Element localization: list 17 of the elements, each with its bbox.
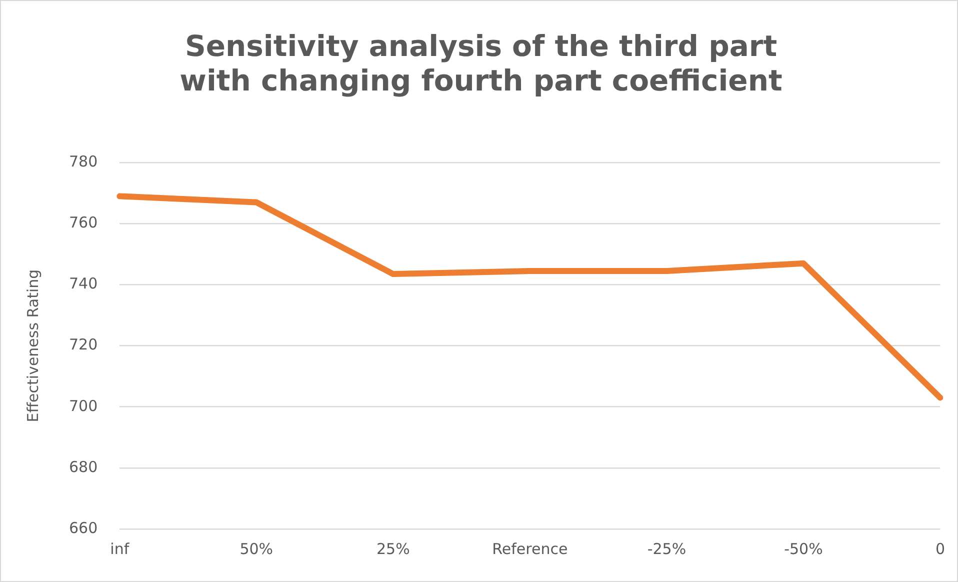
x-tick-label: 0 (935, 540, 945, 558)
y-tick-label: 660 (68, 518, 98, 537)
text: with changing fourth part coefficient (180, 64, 782, 98)
x-tick-label: -25% (647, 540, 686, 558)
y-tick-label: 720 (68, 336, 98, 354)
x-tick-label: inf (110, 540, 130, 558)
text: Sensitivity analysis of the third part (184, 28, 778, 63)
y-tick-label: 700 (68, 396, 98, 415)
x-tick-label: Reference (492, 540, 568, 558)
x-tick-label: -50% (784, 540, 823, 558)
y-axis-title: Effectiveness Rating (24, 269, 42, 422)
y-tick-label: 780 (68, 152, 98, 170)
y-tick-label: 760 (68, 214, 98, 232)
x-tick-label: 50% (240, 540, 274, 558)
y-tick-label: 680 (68, 458, 98, 476)
y-tick-label: 740 (68, 274, 98, 293)
x-tick-label: 25% (376, 540, 410, 558)
